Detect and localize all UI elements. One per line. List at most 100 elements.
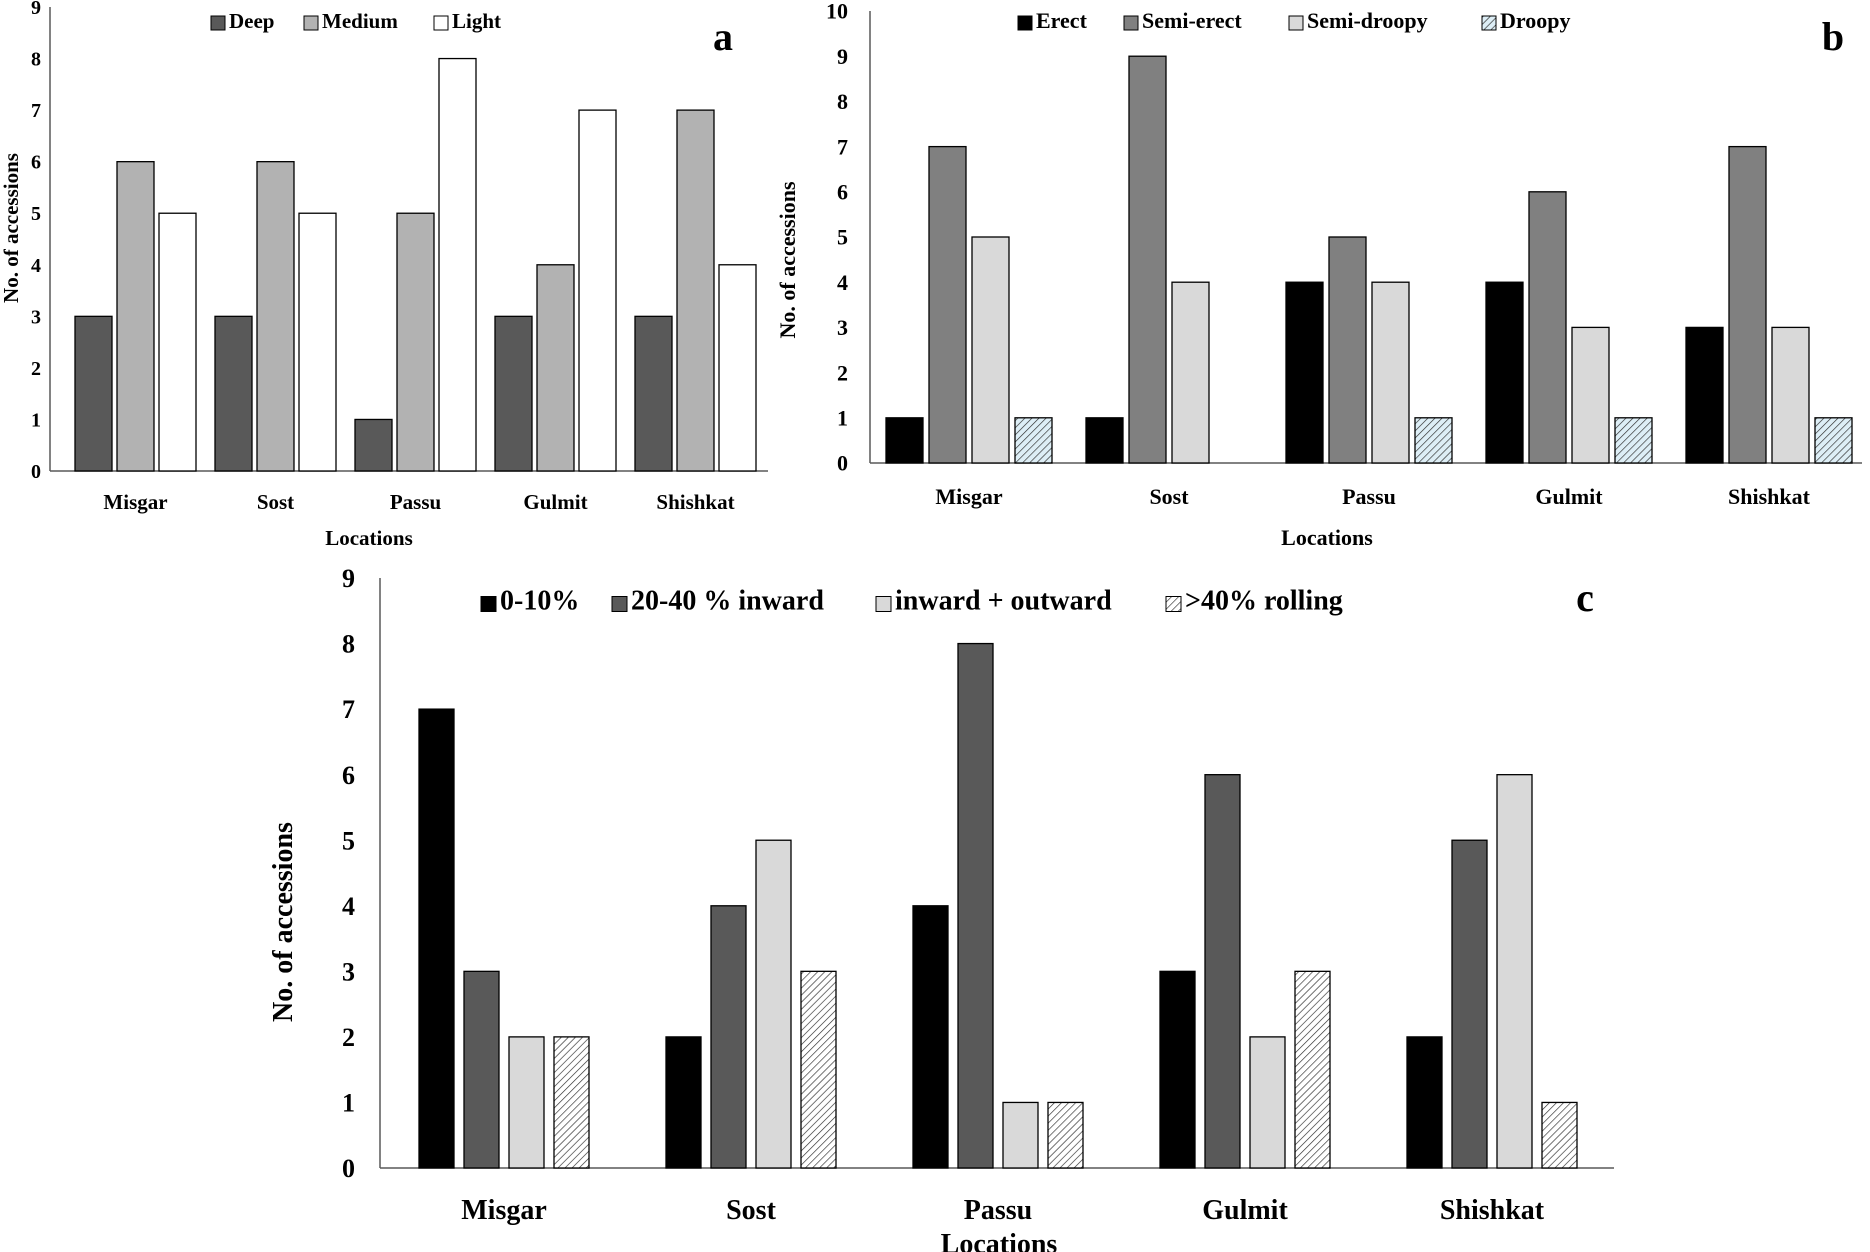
bar-semi-erect-gulmit	[1528, 191, 1567, 464]
category-label-passu: Passu	[390, 490, 442, 514]
bar-inward-outward-sost	[755, 839, 792, 1169]
category-label-misgar: Misgar	[935, 484, 1002, 509]
x-axis-title: Locations	[325, 526, 413, 550]
y-tick-label: 4	[837, 270, 848, 295]
y-tick-label: 0	[342, 1154, 355, 1183]
y-tick-label: 1	[342, 1089, 355, 1118]
y-tick-label: 5	[342, 826, 355, 855]
y-tick-label: 2	[31, 358, 41, 380]
legend: 0-10% 20-40 % inward inward + outward >40% …	[480, 585, 1343, 616]
category-label-gulmit: Gulmit	[1202, 1195, 1288, 1226]
y-tick-label: 0	[837, 451, 848, 476]
bar-0-10-sost	[665, 1036, 702, 1169]
bar-semi-erect-shishkat	[1728, 145, 1767, 464]
legend-swatch-0-10	[480, 596, 497, 612]
legend-swatch-semi-erect	[1123, 15, 1139, 31]
bar-semi-droopy-shishkat	[1771, 326, 1810, 464]
legend-label-20-40-inward: 20-40 % inward	[631, 585, 824, 616]
bar-deep-shishkat	[634, 315, 673, 472]
legend-label-medium: Medium	[322, 9, 398, 33]
bar-40-rolling-misgar	[553, 1036, 590, 1169]
y-tick-label: 3	[342, 957, 355, 986]
bar-droopy-shishkat	[1814, 417, 1853, 464]
bar-deep-misgar	[74, 315, 113, 472]
y-tick-label: 6	[342, 761, 355, 790]
chart-a: 0 1 2 3 4 5 6 7 8 9 Misgar Sost Passu Gulmit Shishkat L…	[0, 0, 768, 550]
bar-semi-droopy-passu	[1371, 281, 1410, 464]
category-label-gulmit: Gulmit	[523, 490, 587, 514]
bar-medium-shishkat	[676, 109, 715, 472]
bar-droopy-misgar	[1014, 417, 1053, 464]
bar-40-rolling-shishkat	[1541, 1101, 1578, 1169]
category-label-misgar: Misgar	[461, 1195, 547, 1226]
bar-medium-sost	[256, 161, 295, 472]
legend-swatch-20-40-inward	[611, 596, 628, 612]
y-tick-label: 4	[31, 255, 41, 277]
bar-20-40-inward-sost	[710, 905, 747, 1169]
category-label-sost: Sost	[726, 1195, 776, 1226]
chart-b: 0 1 2 3 4 5 6 7 8 9 10 Misgar Sost Passu Gulmit Shishka…	[775, 0, 1862, 550]
bar-inward-outward-shishkat	[1496, 774, 1533, 1169]
legend-label-erect: Erect	[1036, 8, 1088, 33]
x-axis-title: Locations	[1281, 525, 1373, 550]
y-tick-label: 5	[31, 203, 41, 225]
bar-40-rolling-passu	[1047, 1101, 1084, 1169]
y-tick-label: 9	[342, 564, 355, 593]
bar-semi-erect-passu	[1328, 236, 1367, 464]
bar-droopy-passu	[1414, 417, 1453, 464]
bar-deep-passu	[354, 418, 393, 472]
bar-40-rolling-sost	[800, 970, 837, 1169]
category-label-shishkat: Shishkat	[1728, 484, 1811, 509]
bar-semi-droopy-gulmit	[1571, 326, 1610, 464]
bar-0-10-misgar	[418, 708, 455, 1169]
category-label-passu: Passu	[1342, 484, 1396, 509]
bar-medium-passu	[396, 212, 435, 472]
y-tick-label: 8	[342, 630, 355, 659]
legend-swatch-medium	[303, 15, 319, 31]
bar-0-10-passu	[912, 905, 949, 1169]
y-tick-label: 8	[31, 49, 41, 71]
y-tick-label: 2	[837, 360, 848, 385]
bar-inward-outward-passu	[1002, 1101, 1039, 1169]
legend-swatch-semi-droopy	[1288, 15, 1304, 31]
bar-40-rolling-gulmit	[1294, 970, 1331, 1169]
bar-light-sost	[298, 212, 337, 472]
bar-medium-gulmit	[536, 264, 575, 472]
panel-letter: b	[1822, 14, 1844, 59]
bar-light-shishkat	[718, 264, 757, 472]
panel-letter: a	[713, 14, 733, 59]
y-axis-title: No. of accessions	[775, 181, 800, 338]
bar-erect-gulmit	[1485, 281, 1524, 464]
bar-erect-passu	[1285, 281, 1324, 464]
y-tick-label: 8	[837, 89, 848, 114]
bar-erect-sost	[1085, 417, 1124, 464]
y-tick-label: 1	[31, 409, 41, 431]
y-axis-title: No. of accessions	[0, 153, 23, 303]
bar-medium-misgar	[116, 161, 155, 472]
y-tick-label: 9	[31, 0, 41, 19]
bar-20-40-inward-misgar	[463, 970, 500, 1169]
category-label-shishkat: Shishkat	[1440, 1195, 1545, 1226]
chart-c: 0 1 2 3 4 5 6 7 8 9 Misgar Sost Passu Gulmit Shishkat L…	[268, 564, 1614, 1252]
legend-label-inward-outward: inward + outward	[895, 585, 1112, 616]
bar-0-10-shishkat	[1406, 1036, 1443, 1169]
legend-label-semi-droopy: Semi-droopy	[1307, 8, 1428, 33]
y-tick-label: 2	[342, 1023, 355, 1052]
bar-light-gulmit	[578, 109, 617, 472]
bar-20-40-inward-passu	[957, 642, 994, 1169]
legend-swatch-40-rolling	[1165, 596, 1182, 612]
y-tick-label: 4	[342, 892, 355, 921]
y-tick-label: 6	[837, 180, 848, 205]
category-label-misgar: Misgar	[103, 490, 167, 514]
bar-semi-erect-sost	[1128, 55, 1167, 464]
y-tick-label: 7	[837, 134, 848, 159]
bar-inward-outward-misgar	[508, 1036, 545, 1169]
legend-label-droopy: Droopy	[1500, 8, 1571, 33]
bar-inward-outward-gulmit	[1249, 1036, 1286, 1169]
y-tick-label: 0	[31, 461, 41, 483]
y-tick-label: 7	[342, 695, 355, 724]
legend-swatch-inward-outward	[875, 596, 892, 612]
y-tick-label: 1	[837, 406, 848, 431]
legend-swatch-deep	[210, 15, 226, 31]
y-tick-label: 7	[31, 100, 41, 122]
